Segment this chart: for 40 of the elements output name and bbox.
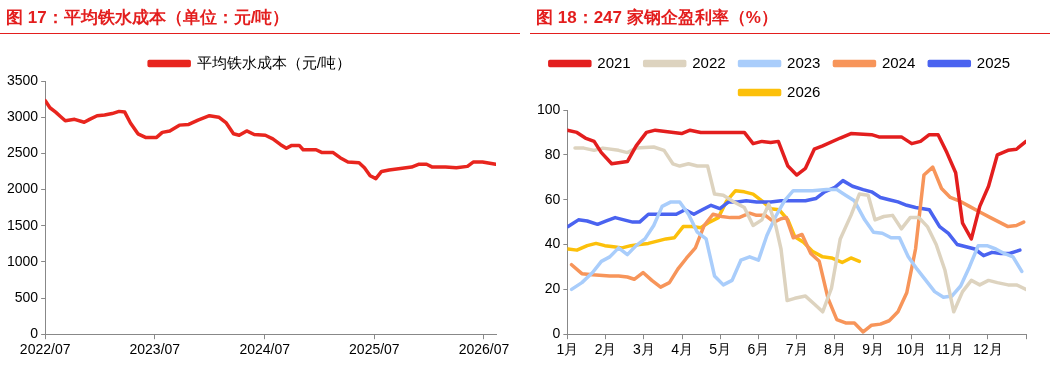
legend-label: 2021 [597, 53, 631, 71]
x-tick-label: 6月 [747, 341, 770, 358]
x-tick-label: 2024/07 [239, 341, 291, 358]
x-tick-label: 11月 [935, 341, 964, 358]
y-tick-label: 1500 [6, 216, 39, 233]
chart-title: 图 17：平均铁水成本（单位：元/吨） [0, 0, 520, 34]
x-tick-label: 12月 [972, 341, 1003, 358]
y-tick-label: 100 [537, 100, 561, 117]
x-tick-label: 5月 [709, 341, 732, 358]
chart-title: 图 18：247 家钢企盈利率（%） [530, 0, 1050, 34]
x-tick-label: 8月 [824, 341, 846, 358]
y-tick-label: 3500 [6, 71, 39, 88]
x-tick-label: 7月 [785, 341, 808, 358]
legend-label: 2025 [976, 53, 1011, 71]
y-tick-label: 3000 [6, 108, 39, 125]
x-tick-label: 2026/07 [458, 341, 510, 358]
y-tick-label: 2500 [6, 144, 39, 161]
x-tick-label: 1月 [556, 341, 579, 358]
x-tick-label: 2月 [594, 341, 617, 358]
legend-label: 2026 [787, 82, 821, 100]
x-tick-label: 3月 [632, 341, 655, 358]
x-tick-label: 9月 [862, 341, 885, 358]
y-tick-label: 0 [552, 325, 561, 342]
y-tick-label: 80 [544, 145, 561, 162]
y-tick-label: 500 [14, 288, 39, 305]
y-tick-label: 2000 [6, 180, 39, 197]
x-tick-label: 2022/07 [19, 341, 71, 358]
x-tick-label: 2025/07 [349, 341, 400, 358]
y-tick-label: 60 [544, 190, 561, 207]
x-tick-label: 10月 [896, 341, 927, 358]
y-tick-label: 0 [30, 325, 39, 342]
y-tick-label: 1000 [6, 252, 39, 269]
legend-label: 2024 [881, 53, 916, 71]
legend-label: 2023 [787, 53, 821, 71]
y-tick-label: 40 [544, 235, 561, 252]
legend-label: 2022 [692, 53, 726, 71]
x-tick-label: 4月 [671, 341, 693, 358]
x-tick-label: 2023/07 [129, 341, 181, 358]
y-tick-label: 20 [544, 280, 561, 297]
legend-label: 平均铁水成本（元/吨） [196, 53, 351, 71]
